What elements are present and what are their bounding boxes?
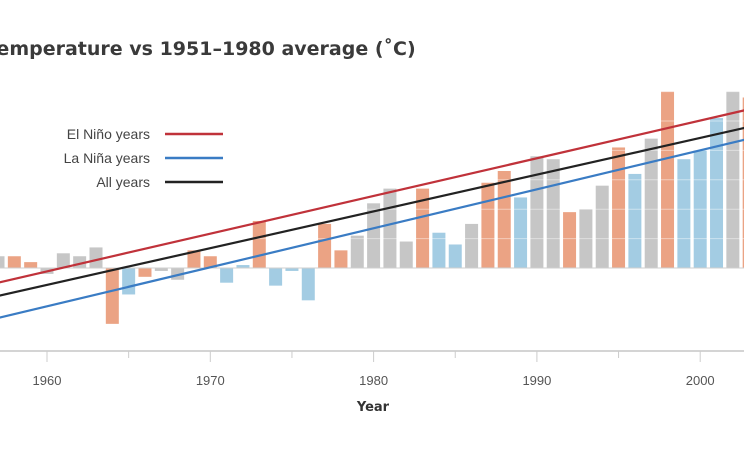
bar-1972 (236, 265, 250, 268)
legend-label-all: All years (96, 174, 150, 190)
bar-1985 (448, 244, 462, 268)
bar-1992 (563, 212, 577, 268)
legend-label-la_nina: La Niña years (64, 150, 150, 166)
bar-1957 (0, 256, 5, 268)
x-axis-ticks: 1960 1970 1980 1990 2000 (33, 351, 715, 388)
bar-1986 (465, 223, 479, 268)
gridlines (0, 91, 744, 240)
bar-1961 (56, 253, 70, 268)
x-tick-label: 1980 (359, 373, 388, 388)
x-axis-label: Year (356, 400, 390, 415)
chart-title: Temperature vs 1951–1980 average (˚C) (0, 37, 416, 60)
bar-1966 (138, 268, 152, 277)
bar-1998 (661, 91, 675, 268)
bar-1990 (530, 156, 544, 268)
bar-2001 (710, 118, 724, 268)
trend-lines (0, 109, 744, 319)
bar-1970 (203, 256, 217, 268)
bar-1971 (220, 268, 234, 283)
bar-1967 (154, 268, 168, 271)
trend-line-la_nina (0, 138, 744, 319)
trend-line-el_nino (0, 109, 744, 284)
bar-1974 (269, 268, 283, 286)
bar-1963 (89, 247, 103, 268)
trend-line-all (0, 126, 744, 297)
bar-1965 (122, 268, 136, 295)
bar-1999 (677, 159, 691, 268)
bar-1982 (399, 241, 413, 268)
bar-1973 (252, 220, 266, 268)
bar-1995 (612, 147, 626, 268)
x-tick-label: 1990 (522, 373, 551, 388)
bar-1959 (24, 262, 38, 268)
bar-1991 (546, 159, 560, 268)
bar-1980 (367, 203, 381, 268)
legend: El Niño years La Niña years All years (64, 126, 223, 190)
bar-2002 (726, 91, 740, 268)
x-tick-label: 1960 (33, 373, 62, 388)
x-tick-label: 1970 (196, 373, 225, 388)
bar-1997 (644, 138, 658, 268)
bar-1968 (171, 268, 185, 280)
bar-1964 (105, 268, 119, 324)
bar-1988 (497, 170, 511, 268)
bar-1979 (350, 235, 364, 268)
bar-2000 (693, 150, 707, 268)
bar-1983 (416, 188, 430, 268)
bar-1978 (334, 250, 348, 268)
bar-1969 (187, 250, 201, 268)
bar-1962 (73, 256, 87, 268)
x-tick-label: 2000 (686, 373, 715, 388)
legend-label-el_nino: El Niño years (67, 126, 150, 142)
bar-1975 (285, 268, 299, 271)
bar-1993 (579, 209, 593, 268)
bar-1996 (628, 173, 642, 268)
bar-1989 (514, 197, 528, 268)
bar-1976 (301, 268, 315, 301)
bar-1994 (595, 185, 609, 268)
bar-1958 (7, 256, 21, 268)
bar-1981 (383, 188, 397, 268)
bar-1987 (481, 182, 495, 268)
bar-2003 (742, 97, 744, 268)
bar-1977 (318, 223, 332, 268)
bar-1984 (432, 232, 446, 268)
